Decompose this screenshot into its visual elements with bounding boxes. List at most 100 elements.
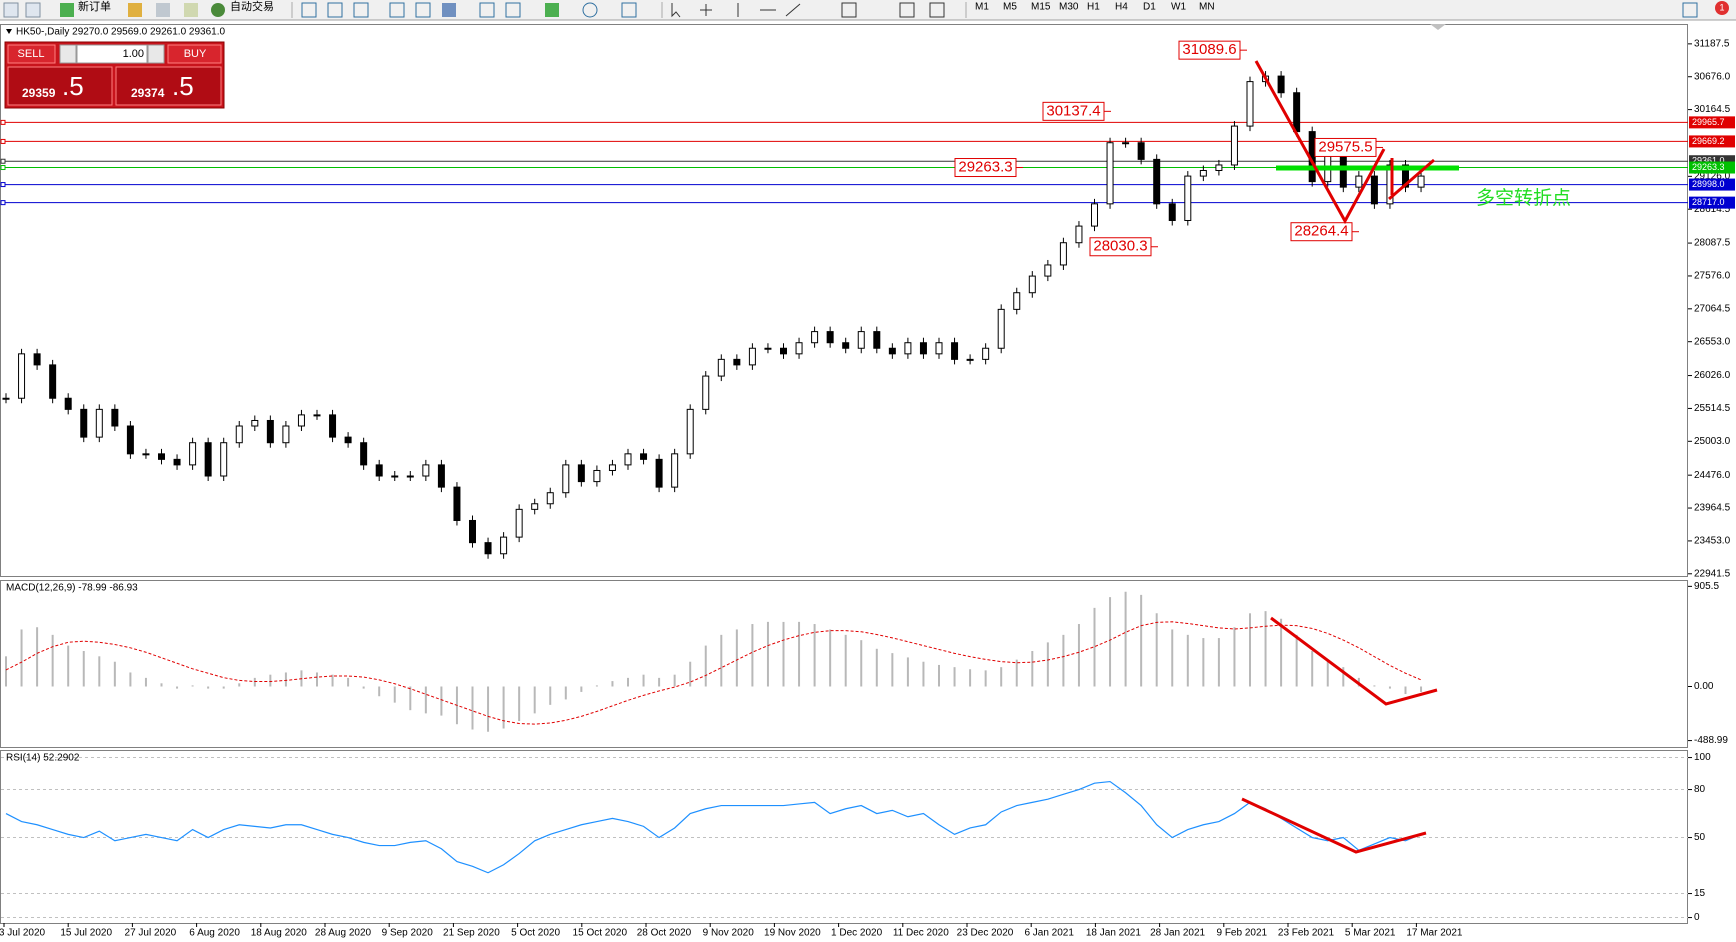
annotation: 29575.5	[1318, 138, 1372, 155]
candle	[1059, 242, 1067, 266]
candle	[1199, 169, 1207, 177]
icon[interactable]	[442, 3, 456, 17]
icon[interactable]	[415, 2, 431, 18]
level-handle	[0, 200, 6, 206]
candle	[313, 414, 321, 417]
candle	[1028, 275, 1036, 294]
candle	[733, 358, 741, 366]
trendline-icon[interactable]	[785, 3, 801, 17]
y-tick-label: -488.99	[1694, 735, 1728, 746]
icon[interactable]	[25, 2, 41, 18]
x-tick-label: 28 Aug 2020	[315, 928, 372, 939]
icon[interactable]	[929, 2, 945, 18]
icon[interactable]	[184, 3, 198, 17]
candle	[1168, 203, 1176, 221]
timeframe[interactable]: MN	[1199, 2, 1215, 13]
cursor-icon[interactable]	[671, 3, 681, 18]
new-order[interactable]: 新订单	[78, 0, 111, 13]
icon[interactable]	[841, 2, 857, 18]
candle	[702, 375, 710, 410]
x-tick-label: 1 Dec 2020	[831, 928, 883, 939]
buy-button[interactable]	[167, 44, 222, 64]
buy-price-box[interactable]	[115, 66, 222, 106]
lots-input[interactable]	[76, 44, 148, 64]
badge-bg[interactable]	[1715, 1, 1729, 15]
y-tick-label: 50	[1694, 832, 1706, 843]
x-tick-label: 6 Jan 2021	[1024, 928, 1074, 939]
timeframe[interactable]: M5	[1003, 2, 1017, 13]
sell-price-box[interactable]	[7, 66, 113, 106]
buy-price-frac[interactable]: .5	[172, 71, 194, 101]
level-label: 29361.0	[1692, 156, 1725, 166]
timeframe[interactable]: H1	[1087, 2, 1100, 13]
sell-price[interactable]: 29359	[22, 86, 56, 100]
icon[interactable]	[301, 2, 317, 18]
icon[interactable]	[3, 2, 19, 18]
timeframe[interactable]: W1	[1171, 2, 1186, 13]
x-tick-label: 23 Feb 2021	[1278, 928, 1335, 939]
x-tick-label: 6 Aug 2020	[189, 928, 240, 939]
red-arrow	[1254, 60, 1386, 225]
level-label: 29669.2	[1692, 136, 1725, 146]
icon[interactable]	[505, 2, 521, 18]
candle	[406, 475, 414, 478]
sell-button[interactable]	[7, 44, 56, 64]
level-box	[1689, 116, 1735, 129]
new-order-icon[interactable]	[60, 3, 74, 17]
sell-label[interactable]: SELL	[18, 48, 45, 60]
annotation: 28030.3	[1093, 238, 1147, 255]
icon[interactable]	[389, 2, 405, 18]
icon[interactable]	[582, 2, 598, 18]
candle	[142, 453, 150, 456]
badge[interactable]: 1	[1719, 2, 1724, 12]
x-tick-label: 23 Dec 2020	[957, 928, 1014, 939]
icon[interactable]	[545, 3, 559, 17]
buy-label[interactable]: BUY	[184, 48, 207, 60]
chart-header: HK50-,Daily 29270.0 29569.0 29261.0 2936…	[16, 27, 225, 38]
y-tick-label: 26026.0	[1694, 370, 1731, 381]
toolbar-bg	[0, 0, 1736, 20]
candle	[375, 464, 383, 477]
lots-down[interactable]	[59, 44, 77, 64]
auto-trading-icon[interactable]	[211, 3, 225, 17]
candle	[919, 342, 927, 355]
icon[interactable]	[479, 2, 495, 18]
level-label: 29263.3	[1692, 162, 1725, 172]
sell-price-frac[interactable]: .5	[62, 71, 84, 101]
timeframe[interactable]: H4	[1115, 2, 1128, 13]
note: 多空转折点	[1476, 187, 1571, 209]
buy-price[interactable]: 29374	[131, 86, 165, 100]
x-tick-label: 28 Jan 2021	[1150, 928, 1205, 939]
candle	[95, 408, 103, 438]
icon[interactable]	[327, 2, 343, 18]
icon[interactable]	[621, 2, 637, 18]
candle	[344, 436, 352, 444]
candle	[204, 442, 212, 477]
x-tick-label: 18 Aug 2020	[251, 928, 308, 939]
annotation: 29263.3	[958, 158, 1012, 175]
auto-trading[interactable]: 自动交易	[230, 0, 274, 13]
icon[interactable]	[899, 2, 915, 18]
candle	[811, 331, 819, 344]
level-label: 28717.0	[1692, 197, 1725, 207]
lots-up[interactable]	[147, 44, 165, 64]
candle	[935, 342, 943, 355]
icon[interactable]	[156, 3, 170, 17]
timeframe[interactable]: M1	[975, 2, 989, 13]
candle	[780, 347, 787, 355]
x-tick-label: 5 Mar 2021	[1345, 928, 1396, 939]
candle	[1370, 175, 1378, 205]
y-tick-label: 15	[1694, 888, 1706, 899]
search-icon[interactable]	[1682, 2, 1698, 18]
candle	[1277, 75, 1285, 94]
candle	[655, 458, 663, 488]
timeframe[interactable]: M15	[1031, 2, 1051, 13]
timeframe[interactable]: D1	[1143, 2, 1156, 13]
timeframe[interactable]: M30	[1059, 2, 1079, 13]
lots[interactable]: 1.00	[123, 48, 144, 60]
y-tick-label: 30676.0	[1694, 71, 1731, 82]
crosshair-icon[interactable]	[700, 4, 712, 16]
icon[interactable]	[353, 2, 369, 18]
candle	[717, 358, 725, 377]
icon[interactable]	[128, 3, 142, 17]
